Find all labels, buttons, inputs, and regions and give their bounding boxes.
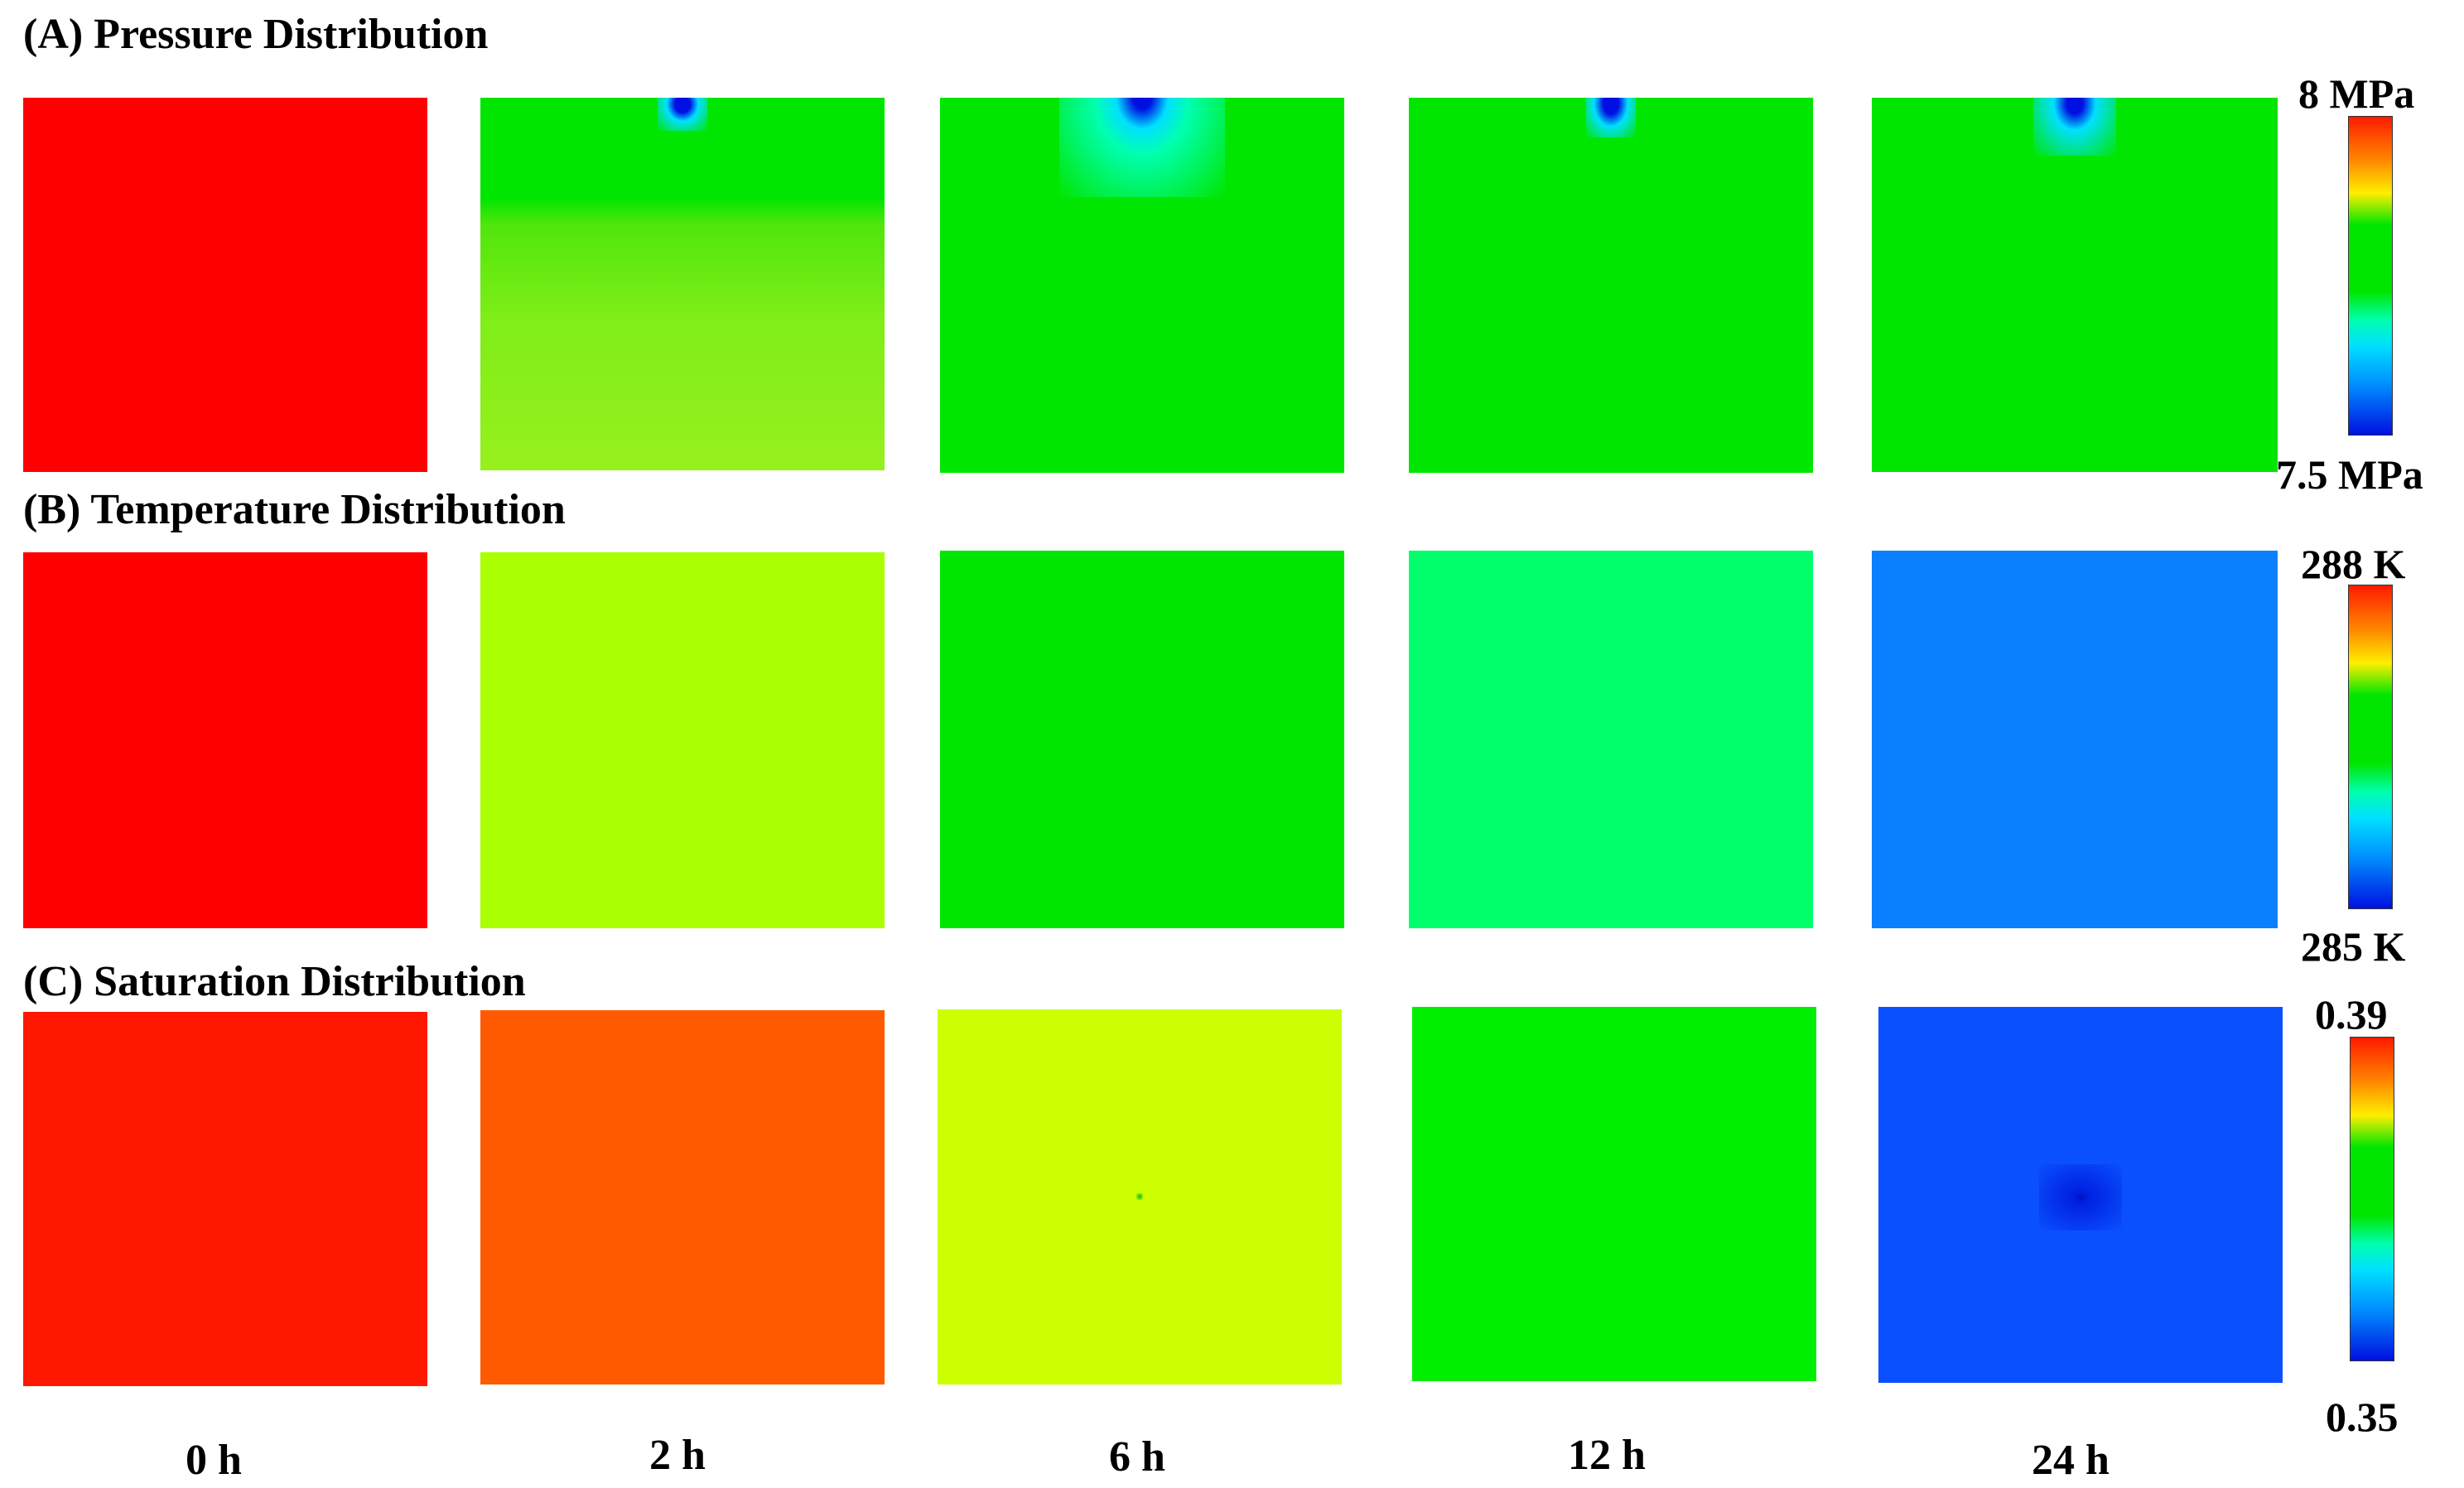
saturation-panel-24h	[1878, 1007, 2283, 1383]
time-label-12h: 12 h	[1568, 1432, 1646, 1479]
pressure-injection-spot	[1586, 98, 1636, 137]
saturation-injection-spot	[1136, 1193, 1143, 1200]
temperature-panel-2h	[480, 552, 885, 928]
pressure-injection-spot	[1059, 98, 1225, 197]
saturation-panel-2h	[480, 1010, 885, 1384]
time-label-24h: 24 h	[2032, 1437, 2110, 1484]
pressure-colorbar	[2348, 116, 2393, 436]
temperature-panel-12h	[1409, 551, 1813, 928]
pressure-panel-0h	[23, 98, 427, 472]
pressure-colorbar-max-label: 8 MPa	[2298, 70, 2415, 117]
time-label-0h: 0 h	[186, 1437, 242, 1484]
saturation-panel-6h	[938, 1009, 1342, 1384]
temperature-panel-0h	[23, 552, 427, 928]
pressure-injection-spot	[658, 98, 707, 131]
row-title-saturation: (C) Saturation Distribution	[23, 958, 526, 1005]
saturation-colorbar-min-label: 0.35	[2326, 1394, 2399, 1440]
time-label-6h: 6 h	[1109, 1433, 1165, 1481]
temperature-colorbar-max-label: 288 K	[2301, 541, 2406, 587]
pressure-panel-2h	[480, 98, 885, 470]
temperature-panel-6h	[940, 551, 1344, 928]
temperature-colorbar	[2348, 585, 2393, 909]
pressure-injection-spot	[2033, 98, 2116, 156]
temperature-colorbar-min-label: 285 K	[2301, 923, 2406, 970]
pressure-panel-24h	[1872, 98, 2278, 472]
saturation-panel-0h	[23, 1012, 427, 1386]
saturation-panel-12h	[1412, 1007, 1816, 1381]
saturation-colorbar-max-label: 0.39	[2315, 991, 2388, 1038]
pressure-panel-12h	[1409, 98, 1813, 473]
pressure-panel-6h	[940, 98, 1344, 473]
row-title-temperature: (B) Temperature Distribution	[23, 486, 566, 533]
row-title-pressure: (A) Pressure Distribution	[23, 11, 489, 58]
time-label-2h: 2 h	[649, 1432, 706, 1479]
temperature-panel-24h	[1872, 551, 2278, 928]
pressure-colorbar-min-label: 7.5 MPa	[2276, 451, 2423, 498]
saturation-colorbar	[2350, 1037, 2394, 1361]
saturation-injection-spot	[2039, 1164, 2122, 1230]
